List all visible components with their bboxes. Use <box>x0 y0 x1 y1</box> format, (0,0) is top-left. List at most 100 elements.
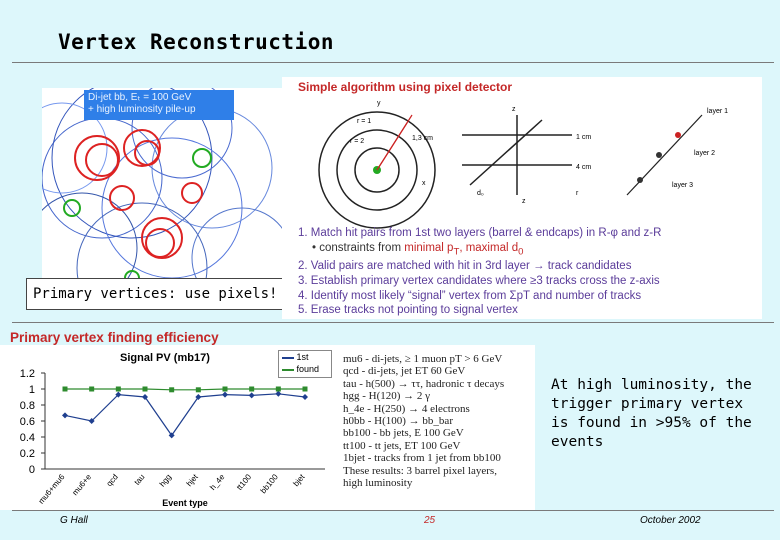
efficiency-title: Primary vertex finding efficiency <box>10 330 219 345</box>
x-tick-label: tau <box>132 473 146 487</box>
y-tick-label: 0 <box>29 464 35 476</box>
step-1-constraint: • constraints from minimal pT, maximal d… <box>298 241 760 260</box>
x-tick-label: hgg <box>158 473 173 489</box>
data-point-found <box>169 387 175 393</box>
data-point-found <box>222 386 228 392</box>
event-type-list: mu6 - di-jets, ≥ 1 muon pT > 6 GeV qcd - … <box>343 353 533 489</box>
event-type-item: bb100 - bb jets, E 100 GeV <box>343 427 464 440</box>
y-tick-label: 0.8 <box>20 400 35 412</box>
x-tick-label: mu6+e <box>70 472 93 497</box>
data-point-1st <box>168 432 175 439</box>
legend-swatch-found <box>282 368 294 371</box>
data-point-found <box>62 386 68 392</box>
footer-divider <box>12 510 774 511</box>
event-display-image <box>42 88 290 310</box>
x-tick-label: mu6+mu6 <box>37 472 67 506</box>
step-3: 3. Establish primary vertex candidates w… <box>298 275 660 288</box>
data-point-found <box>89 386 95 392</box>
series-line-1st <box>64 393 306 437</box>
data-point-1st <box>62 412 68 419</box>
data-point-1st <box>248 392 255 399</box>
legend-label-found: found <box>296 364 320 374</box>
algorithm-panel: r = 1 r = 2 1,3 cm y x z 1 cm 4 cm r lay… <box>282 77 762 319</box>
step-1-constraint-prefix: • constraints from <box>312 241 405 254</box>
footer-page-number: 25 <box>424 515 436 526</box>
step-4: 4. Identify most likely “signal” vertex … <box>298 289 642 302</box>
footer-author: G Hall <box>60 515 88 526</box>
event-type-item: 1bjet - tracks from 1 jet from bb100 <box>343 452 501 465</box>
algorithm-title: Simple algorithm using pixel detector <box>298 80 513 94</box>
event-type-item: hgg - H(120) → 2 γ <box>343 390 431 403</box>
mid-divider <box>12 322 774 323</box>
y-tick-label: 0.2 <box>20 448 35 460</box>
event-type-item: tau - h(500) → ττ, hadronic τ decays <box>343 377 505 390</box>
data-point-1st <box>88 418 95 424</box>
chart-legend: 1st found <box>278 350 332 378</box>
data-point-found <box>249 386 255 392</box>
x-tick-label: bjet <box>291 472 307 488</box>
step-5: 5. Erase tracks not pointing to signal v… <box>298 304 518 317</box>
diagram-label-r1: r = 1 <box>357 118 371 125</box>
x-tick-label: h_4e <box>208 472 227 492</box>
page-title: Vertex Reconstruction <box>58 30 335 54</box>
event-type-item: These results: 3 barrel pixel layers, <box>343 464 497 477</box>
diagram-label-1cm: 1 cm <box>576 134 591 141</box>
step-1-constraint-d-sub: 0 <box>518 245 524 257</box>
diagram-label-r2: r = 2 <box>350 138 364 145</box>
step-1-constraint-pt: minimal p <box>404 241 454 254</box>
event-display-graphic <box>42 88 290 310</box>
data-point-found <box>142 386 148 392</box>
data-point-1st <box>275 390 282 397</box>
diagram-label-distance: 1,3 cm <box>412 135 433 142</box>
data-point-found <box>115 386 121 392</box>
step-1-constraint-d: , maximal d <box>459 241 519 254</box>
chart-panel: 0 0.2 0.4 0.6 0.8 1 1.2 mu6+mu6 mu6+e qcd tau hgg hj… <box>0 345 535 510</box>
diagram-label-layer3: layer 3 <box>672 182 693 189</box>
summary-note: At high luminosity, the trigger primary … <box>551 377 752 450</box>
event-type-item: h0bb - H(100) → bb_bar <box>343 415 453 428</box>
diagram-label-z: z <box>512 106 516 113</box>
data-point-1st <box>195 394 202 400</box>
diagram-label-d0: d₀ <box>477 190 484 197</box>
diagram-label-z-axis: z <box>522 198 526 205</box>
algorithm-steps: 1. Match hit pairs from 1st two layers (… <box>298 226 760 318</box>
primary-vertices-callout: Primary vertices: use pixels! <box>26 278 296 310</box>
step-1: 1. Match hit pairs from 1st two layers (… <box>298 227 662 239</box>
data-point-1st <box>302 394 308 400</box>
data-point-1st <box>222 391 228 398</box>
y-tick-label: 1.2 <box>20 368 35 380</box>
diagram-label-r: r <box>576 190 579 197</box>
footer-date: October 2002 <box>640 515 701 526</box>
chart-title: Signal PV (mb17) <box>120 352 210 364</box>
efficiency-chart: 0 0.2 0.4 0.6 0.8 1 1.2 mu6+mu6 mu6+e qcd tau hgg hj… <box>20 368 325 508</box>
step-2: 2. Valid pairs are matched with hit in 3… <box>298 260 632 273</box>
diagram-label-y: y <box>377 100 381 107</box>
event-caption-line2: + high luminosity pile-up <box>88 104 196 115</box>
y-tick-label: 0.6 <box>20 416 35 428</box>
x-tick-label: hjet <box>185 472 201 488</box>
event-caption: Di-jet bb, Eₜ = 100 GeV + high luminosit… <box>84 90 234 120</box>
diagram-label-layer1: layer 1 <box>707 108 728 115</box>
y-tick-label: 0.4 <box>20 432 35 444</box>
x-tick-label: tt100 <box>235 472 254 492</box>
x-tick-label: bb100 <box>259 472 281 495</box>
series-line-found <box>65 388 305 391</box>
legend-item-found: found <box>282 364 319 374</box>
legend-swatch-1st <box>282 356 294 359</box>
legend-item-1st: 1st <box>282 352 309 362</box>
event-type-item: tt100 - tt jets, ET 100 GeV <box>343 439 461 452</box>
data-point-found <box>302 386 308 392</box>
diagram-label-4cm: 4 cm <box>576 164 591 171</box>
data-point-1st <box>142 394 148 400</box>
event-type-item: high luminosity <box>343 477 413 490</box>
data-point-found <box>275 386 281 392</box>
diagram-label-layer2: layer 2 <box>694 150 715 157</box>
data-point-1st <box>115 391 122 398</box>
diagram-label-x: x <box>422 180 426 187</box>
event-type-item: h_4e - H(250) → 4 electrons <box>343 402 470 415</box>
step-1-constraint-pt-sub: T <box>453 245 460 257</box>
y-tick-label: 1 <box>29 384 35 396</box>
pixel-layer-diagrams: r = 1 r = 2 1,3 cm y x z 1 cm 4 cm r lay… <box>318 100 728 229</box>
title-divider <box>12 62 774 63</box>
data-point-found <box>195 387 201 393</box>
